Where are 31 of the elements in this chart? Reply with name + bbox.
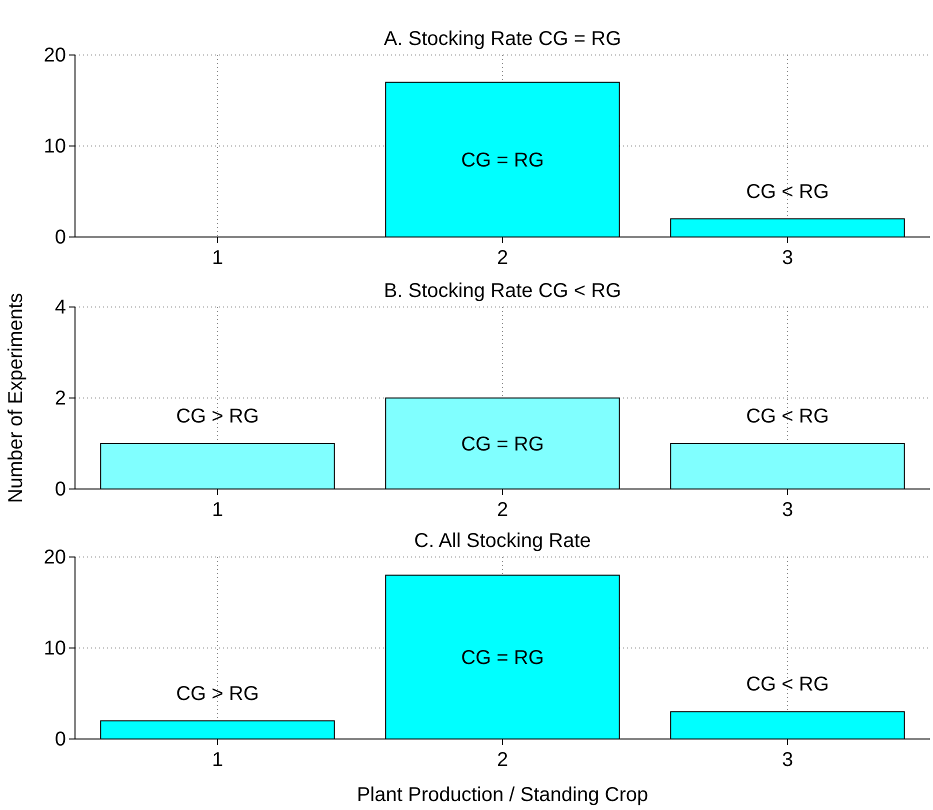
chart-title: B. Stocking Rate CG < RG (384, 280, 622, 302)
y-tick-label: 0 (54, 728, 66, 750)
x-tick-label: 2 (496, 749, 508, 771)
data-label: CG > RG (176, 682, 259, 705)
data-label: CG < RG (746, 406, 829, 428)
data-label: CG < RG (746, 180, 829, 203)
x-tick-label: 1 (212, 499, 224, 521)
x-tick-label: 2 (496, 247, 508, 269)
x-tick-label: 1 (212, 247, 224, 269)
y-tick-label: 0 (54, 478, 66, 500)
data-label: CG = RG (461, 150, 544, 172)
x-tick-label: 3 (782, 499, 794, 521)
x-tick-label: 3 (782, 247, 794, 269)
y-tick-label: 0 (54, 226, 66, 248)
x-axis-title: Plant Production / Standing Crop (356, 784, 648, 806)
y-tick-label: 2 (54, 387, 66, 410)
y-tick-label: 4 (54, 296, 66, 318)
x-tick-label: 3 (782, 749, 794, 771)
data-label: CG = RG (461, 647, 544, 670)
chart-title: A. Stocking Rate CG = RG (384, 28, 622, 50)
y-tick-label: 20 (44, 546, 66, 568)
y-axis-title: Number of Experiments (5, 292, 27, 504)
y-tick-label: 10 (44, 637, 66, 660)
x-tick-label: 1 (212, 749, 224, 771)
y-tick-label: 20 (44, 44, 66, 66)
x-tick-label: 2 (496, 499, 508, 521)
data-label: CG > RG (176, 406, 259, 428)
data-label: CG < RG (746, 674, 829, 696)
data-label: CG = RG (461, 434, 544, 456)
y-tick-label: 10 (44, 135, 66, 158)
chart-title: C. All Stocking Rate (414, 530, 591, 552)
